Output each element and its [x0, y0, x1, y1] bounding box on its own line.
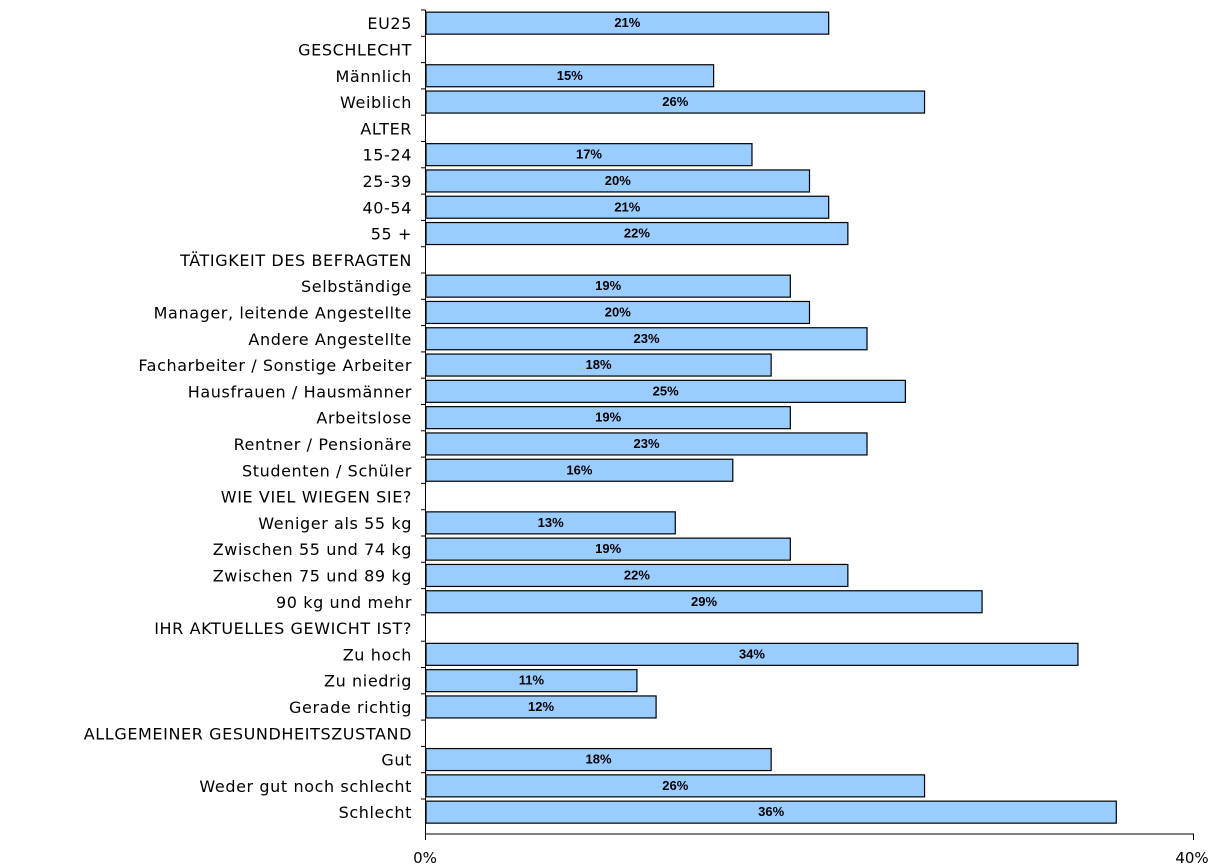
- category-label: Gut: [381, 751, 412, 770]
- value-label: 21%: [614, 15, 640, 30]
- value-label: 26%: [662, 94, 688, 109]
- category-label: Schlecht: [339, 803, 412, 822]
- category-label: ALTER: [360, 119, 412, 138]
- value-label: 15%: [557, 68, 583, 83]
- value-label: 34%: [739, 646, 765, 661]
- value-label: 20%: [605, 304, 631, 319]
- category-label: Weiblich: [340, 93, 412, 112]
- category-label: 90 kg und mehr: [276, 593, 412, 612]
- category-label: Facharbeiter / Sonstige Arbeiter: [138, 356, 412, 375]
- value-label: 22%: [624, 567, 650, 582]
- category-label: ALLGEMEINER GESUNDHEITSZUSTAND: [84, 724, 412, 743]
- x-tick-label-0: 0%: [413, 849, 437, 867]
- value-labels: 21%15%26%17%20%21%22%19%20%23%18%25%19%2…: [519, 15, 785, 819]
- value-label: 17%: [576, 147, 602, 162]
- value-label: 18%: [586, 357, 612, 372]
- value-label: 21%: [614, 199, 640, 214]
- value-label: 18%: [586, 752, 612, 767]
- category-label: Manager, leitende Angestellte: [154, 303, 412, 322]
- value-label: 29%: [691, 594, 717, 609]
- category-label: Zwischen 55 und 74 kg: [213, 540, 412, 559]
- category-label: Andere Angestellte: [248, 330, 412, 349]
- category-label: EU25: [367, 14, 412, 33]
- category-labels: EU25 GESCHLECHT Männlich Weiblich ALTER 15-24…: [84, 14, 412, 822]
- value-label: 20%: [605, 173, 631, 188]
- category-label: Zu niedrig: [324, 672, 412, 691]
- category-label: 25-39: [363, 172, 413, 191]
- value-label: 19%: [595, 410, 621, 425]
- category-label: WIE VIEL WIEGEN SIE?: [221, 488, 412, 507]
- category-label: Studenten / Schüler: [242, 461, 412, 480]
- category-label: Arbeitslose: [316, 409, 412, 428]
- category-label: Hausfrauen / Hausmänner: [188, 382, 412, 401]
- category-label: GESCHLECHT: [298, 40, 412, 59]
- value-label: 26%: [662, 778, 688, 793]
- category-label: Weniger als 55 kg: [258, 514, 412, 533]
- value-label: 13%: [538, 515, 564, 530]
- value-label: 22%: [624, 226, 650, 241]
- axes: 0% 40%: [413, 9, 1209, 867]
- value-label: 16%: [566, 462, 592, 477]
- category-label: Zwischen 75 und 89 kg: [213, 566, 412, 585]
- category-label: 40-54: [363, 198, 413, 217]
- category-label: TÄTIGKEIT DES BEFRAGTEN: [179, 251, 412, 270]
- category-label: Rentner / Pensionäre: [234, 435, 412, 454]
- value-label: 23%: [633, 436, 659, 451]
- category-label: Gerade richtig: [289, 698, 412, 717]
- category-label: Männlich: [335, 67, 412, 86]
- value-label: 36%: [758, 804, 784, 819]
- category-label: Weder gut noch schlecht: [199, 777, 412, 796]
- value-label: 19%: [595, 541, 621, 556]
- value-label: 25%: [653, 383, 679, 398]
- category-label: 55 +: [371, 225, 412, 244]
- value-label: 12%: [528, 699, 554, 714]
- x-tick-label-40: 40%: [1175, 849, 1208, 867]
- category-label: Selbständige: [301, 277, 412, 296]
- category-label: 15-24: [363, 146, 413, 165]
- value-label: 11%: [519, 673, 545, 688]
- value-label: 23%: [633, 331, 659, 346]
- category-label: Zu hoch: [343, 645, 412, 664]
- value-label: 19%: [595, 278, 621, 293]
- category-label: IHR AKTUELLES GEWICHT IST?: [154, 619, 412, 638]
